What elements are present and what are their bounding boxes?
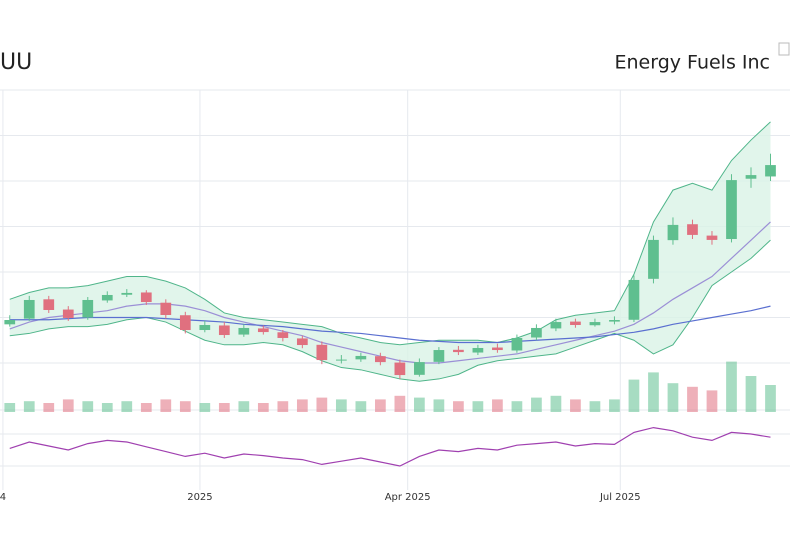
volume-bar — [160, 399, 172, 412]
volume-bar — [43, 403, 55, 412]
chart-title: UU — [0, 50, 32, 75]
candle-body — [160, 302, 172, 315]
volume-bar — [765, 385, 776, 412]
candle-body — [570, 321, 581, 326]
candle-body — [257, 328, 269, 333]
candle-body — [355, 355, 367, 360]
volume-bar — [609, 399, 620, 412]
volume-bar — [355, 401, 367, 412]
candle-body — [745, 175, 757, 179]
candle-body — [179, 315, 191, 331]
volume-bar — [101, 403, 113, 412]
volume-bar — [62, 399, 74, 412]
band-area — [9, 121, 771, 382]
candle-body — [199, 325, 211, 331]
candle-body — [667, 224, 679, 241]
candle-body — [589, 322, 601, 326]
candle-body — [433, 350, 445, 362]
candle-body — [121, 292, 133, 295]
broken-image-icon — [778, 42, 790, 56]
volume-bar — [433, 399, 445, 412]
rsi-line — [9, 426, 771, 467]
candle-body — [453, 349, 464, 353]
volume-bar — [667, 383, 679, 412]
volume-bar — [179, 401, 191, 412]
band-lower — [9, 239, 771, 382]
volume-bar — [472, 401, 484, 412]
volume-bar — [82, 401, 94, 412]
candle-body — [609, 320, 620, 322]
volume-bar — [687, 386, 698, 412]
candle-body — [316, 344, 328, 361]
candle-body — [101, 294, 113, 301]
candle-body — [375, 356, 386, 363]
candle-body — [218, 325, 230, 336]
volume-bar — [199, 403, 211, 412]
candle-body — [394, 362, 406, 376]
candle-body — [414, 362, 425, 375]
volume-bar — [238, 401, 250, 412]
volume-bar — [257, 403, 269, 412]
volume-bar — [628, 379, 640, 412]
candle-body — [277, 332, 289, 338]
volume-bar — [121, 401, 133, 412]
x-tick-label: 2025 — [187, 492, 212, 503]
volume-bar — [335, 399, 347, 412]
volume-bar — [296, 399, 308, 412]
candle-body — [765, 165, 776, 177]
candle-body — [472, 347, 484, 353]
volume-bar — [375, 399, 386, 412]
candle-body — [511, 337, 523, 351]
candle-body — [687, 224, 698, 235]
volume-bar — [277, 401, 289, 412]
candle-body — [62, 309, 74, 318]
candle-body — [726, 180, 737, 240]
volume-bar — [570, 399, 581, 412]
candle-body — [550, 322, 562, 329]
candle-body — [238, 327, 250, 335]
volume-bar — [511, 401, 523, 412]
candle-body — [140, 292, 152, 303]
candle-body — [492, 347, 503, 351]
candle-body — [43, 299, 55, 310]
volume-bar — [550, 395, 562, 412]
volume-bar — [23, 401, 35, 412]
chart-subtitle: Energy Fuels Inc — [615, 52, 771, 74]
x-tick-label: 4 — [0, 492, 6, 503]
volume-bar — [140, 403, 152, 412]
candle-body — [335, 359, 347, 361]
candle-body — [296, 338, 308, 346]
volume-bar — [218, 403, 230, 412]
candle-body — [531, 327, 542, 338]
x-tick-label: Apr 2025 — [385, 492, 431, 503]
volume-bar — [414, 397, 425, 412]
candle-body — [23, 299, 35, 319]
volume-bar — [492, 399, 503, 412]
volume-bar — [726, 361, 737, 412]
candle-body — [706, 235, 718, 240]
volume-bar — [648, 372, 659, 412]
candle-body — [4, 320, 16, 325]
moving-average-line — [9, 221, 771, 364]
volume-bar — [316, 397, 328, 412]
x-tick-label: Jul 2025 — [599, 492, 641, 503]
volume-bar — [745, 376, 757, 412]
volume-bar — [394, 395, 406, 412]
moving-average-line — [9, 305, 771, 344]
volume-bar — [4, 403, 16, 412]
volume-bar — [453, 401, 464, 412]
volume-bar — [531, 397, 542, 412]
volume-bar — [706, 390, 718, 412]
candle-body — [628, 279, 640, 320]
band-upper — [9, 121, 771, 346]
candle-body — [648, 239, 659, 279]
volume-bar — [589, 401, 601, 412]
candle-body — [82, 299, 94, 318]
